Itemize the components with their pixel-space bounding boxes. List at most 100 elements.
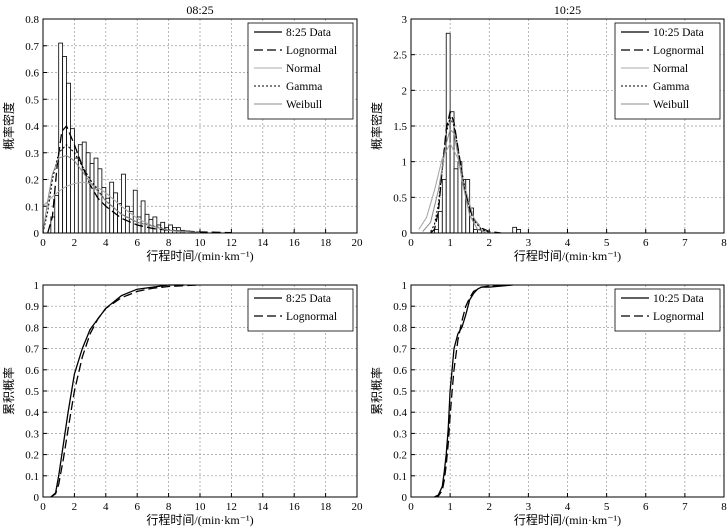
legend-entry: 10:25 Data	[653, 293, 704, 305]
y-tick-label: 3	[402, 14, 408, 26]
y-axis-label: 累积概率	[1, 367, 16, 415]
x-axis-label: 行程时间/(min·km⁻¹)	[514, 512, 621, 527]
y-tick-label: 0.4	[25, 407, 39, 419]
legend-entry: 8:25 Data	[286, 293, 331, 305]
legend: 8:25 Data Lognormal	[247, 288, 354, 332]
y-tick-label: 0.7	[393, 344, 407, 356]
legend-box	[247, 22, 354, 120]
x-tick-label: 3	[526, 237, 532, 249]
chart-title: 10:25	[554, 3, 581, 17]
x-tick-label: 0	[40, 237, 46, 249]
plot-frame	[42, 18, 358, 234]
x-tick-label: 20	[352, 237, 364, 249]
y-tick-label: 1	[402, 280, 408, 292]
histogram-bar	[168, 224, 173, 234]
x-tick-label: 5	[604, 237, 610, 249]
histogram-bar	[152, 216, 158, 234]
y-tick-label: 0.2	[25, 450, 39, 462]
histogram-bar	[54, 195, 60, 234]
y-tick-label: 0.3	[393, 428, 407, 440]
y-tick-label: 2	[402, 85, 408, 97]
x-tick-label: 1	[447, 501, 453, 513]
y-tick-label: 0	[402, 228, 408, 240]
x-axis-label: 行程时间/(min·km⁻¹)	[146, 512, 253, 527]
histogram-bar	[453, 168, 459, 234]
x-tick-label: 4	[565, 237, 571, 249]
x-tick-label: 0	[408, 501, 414, 513]
x-tick-label: 8	[721, 501, 727, 513]
x-tick-label: 7	[682, 501, 688, 513]
y-tick-label: 2.5	[393, 50, 407, 62]
series-line-lognormal	[434, 284, 505, 498]
legend-entry: Gamma	[286, 81, 322, 93]
y-tick-label: 0.6	[25, 68, 39, 80]
chart-panel-4: 0 1 2 3 4 5 6 7 8 0 0.1 0.2 0.3 0.4 0.5 0.6 0.7 0.8 0.9 1 行程…	[369, 280, 727, 527]
x-tick-label: 16	[289, 237, 301, 249]
chart-panel-3: 0 2 4 6 8 10 12 14 16 18 20 0 0.1 0.2 0.3 0.4 0.5 0.6 0.7 0…	[1, 280, 363, 527]
x-tick-label: 10	[195, 501, 207, 513]
y-tick-label: 0	[34, 228, 40, 240]
chart-panel-1: 0 2 4 6 8 10 12 14 16 18 20 0 0.1 0.2 0.3 0.4 0.5 0.6 0.7 0…	[1, 3, 363, 263]
x-tick-label: 10	[195, 237, 207, 249]
legend-entry: Lognormal	[286, 311, 337, 323]
x-tick-label: 2	[487, 501, 493, 513]
y-tick-label: 0.7	[25, 41, 39, 53]
histogram-bar	[81, 141, 87, 234]
x-tick-label: 4	[103, 501, 109, 513]
x-tick-label: 6	[643, 237, 649, 249]
y-tick-label: 0.7	[25, 344, 39, 356]
legend-entry: 8:25 Data	[286, 27, 331, 39]
histogram-bar	[85, 152, 91, 234]
histogram-bar	[132, 189, 138, 234]
legend-entry: Normal	[653, 63, 688, 75]
x-tick-label: 8	[721, 237, 727, 249]
x-tick-label: 5	[604, 501, 610, 513]
legend-entry: Weibull	[653, 99, 689, 111]
legend-entry: Lognormal	[653, 45, 704, 57]
y-tick-label: 0.2	[393, 450, 407, 462]
legend: 10:25 Data Lognormal Normal Gamma Weibull	[614, 22, 721, 120]
x-axis-label: 行程时间/(min·km⁻¹)	[146, 248, 253, 263]
y-tick-label: 1.5	[393, 121, 407, 133]
x-tick-label: 8	[166, 501, 172, 513]
y-tick-label: 0.2	[25, 175, 39, 187]
x-tick-label: 7	[682, 237, 688, 249]
series-line-normal	[42, 181, 185, 233]
histogram-bar	[70, 128, 75, 234]
series-line-10-25-data	[434, 284, 513, 498]
histogram-bar	[512, 226, 518, 234]
y-tick-label: 0.6	[25, 365, 39, 377]
y-axis-label: 概率密度	[369, 102, 384, 150]
y-axis-label: 累积概率	[369, 367, 384, 415]
series-line-gamma	[430, 115, 490, 233]
histogram-bar	[121, 173, 126, 234]
y-tick-label: 0.8	[25, 14, 39, 26]
histogram-bar	[441, 179, 447, 234]
histogram-bar	[434, 229, 439, 234]
x-tick-label: 3	[526, 501, 532, 513]
histogram-bar	[437, 211, 443, 234]
series-line-normal	[418, 142, 490, 233]
y-tick-label: 0.6	[393, 365, 407, 377]
histogram-bar	[516, 229, 521, 234]
y-tick-label: 1	[402, 157, 408, 169]
histogram-bar	[89, 163, 95, 234]
x-tick-label: 18	[320, 237, 332, 249]
legend-entry: Lognormal	[653, 311, 704, 323]
series-line-8-25-data	[50, 284, 185, 498]
x-tick-label: 12	[226, 501, 237, 513]
histogram-bar	[97, 168, 103, 234]
plot-frame	[410, 18, 725, 234]
x-tick-label: 14	[257, 237, 269, 249]
y-tick-label: 0.9	[25, 301, 39, 313]
y-tick-label: 0.5	[393, 386, 407, 398]
x-tick-label: 20	[352, 501, 364, 513]
x-tick-label: 4	[565, 501, 571, 513]
y-tick-label: 0	[34, 492, 40, 504]
y-tick-label: 0.1	[393, 471, 407, 483]
series-line-lognormal	[47, 124, 232, 234]
x-tick-label: 6	[134, 501, 140, 513]
legend: 8:25 Data Lognormal Normal Gamma Weibull	[247, 22, 354, 120]
legend-entry: Lognormal	[286, 45, 337, 57]
